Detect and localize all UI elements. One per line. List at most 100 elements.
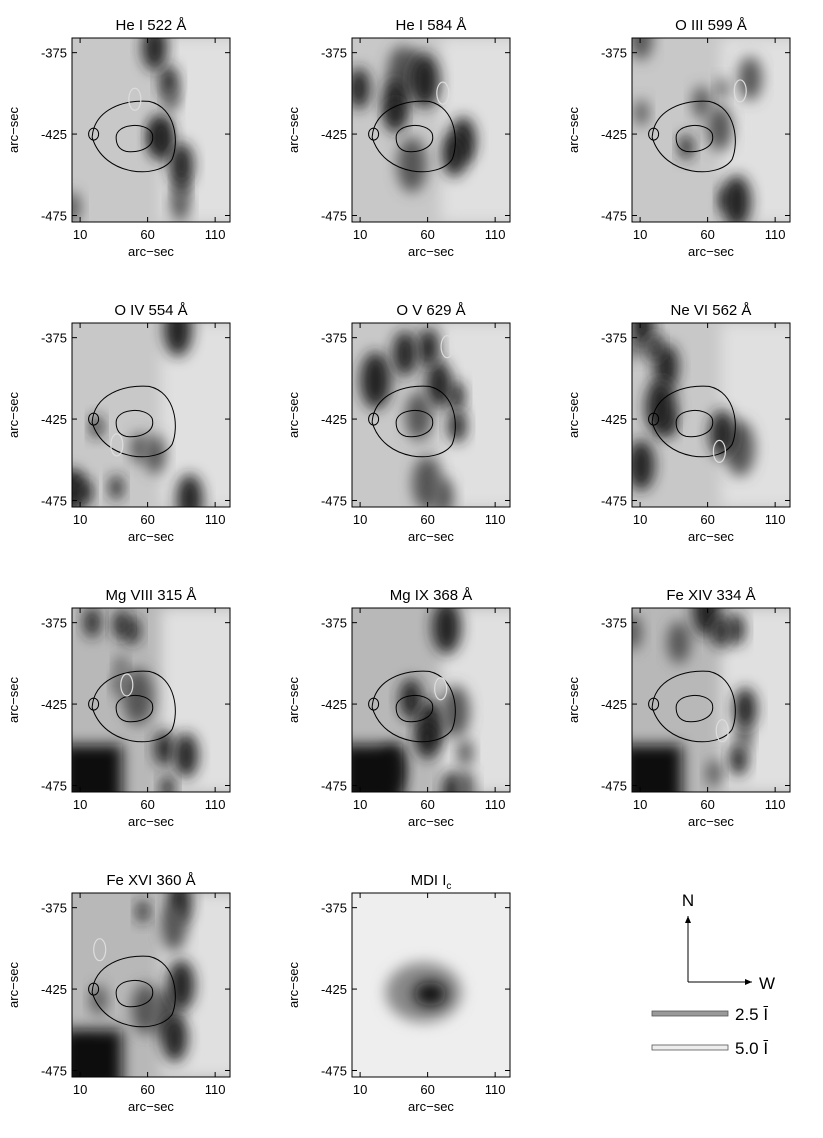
contour <box>715 719 729 743</box>
contour <box>88 697 100 711</box>
dark-feature <box>136 900 149 923</box>
panel: Mg VIII 315 Å 10 60 110 -375 -425 -475 arc−sec a… <box>6 587 231 829</box>
panel-title: He I 584 Å <box>396 17 467 34</box>
dark-feature <box>707 105 733 151</box>
dark-corner <box>632 744 682 792</box>
panel-title: O V 629 Å <box>396 302 465 319</box>
contour <box>115 695 154 723</box>
dark-feature <box>144 434 166 474</box>
y-tick-label: -375 <box>41 331 67 346</box>
x-tick-label: 10 <box>353 1082 367 1097</box>
contour <box>91 955 176 1028</box>
y-tick-label: -425 <box>41 982 67 997</box>
x-axis-label: arc−sec <box>128 244 174 259</box>
dark-feature <box>692 86 711 119</box>
dark-feature <box>647 333 663 362</box>
y-tick-label: -375 <box>321 901 347 916</box>
dark-feature <box>161 1014 188 1063</box>
x-tick-label: 60 <box>700 512 714 527</box>
x-axis-label: arc−sec <box>408 1099 454 1114</box>
panel-title-text: Fe XIV 334 Å <box>666 587 755 604</box>
contour <box>648 697 660 711</box>
panel-frame <box>351 37 511 223</box>
dark-feature <box>142 38 168 71</box>
dark-corner <box>352 744 402 792</box>
dark-feature <box>176 474 203 507</box>
dark-feature <box>426 361 452 409</box>
panel-title: MDI Ic <box>411 872 452 892</box>
panel: O III 599 Å 10 60 110 -375 -425 -475 arc−sec arc… <box>566 17 791 259</box>
panel-frame <box>351 322 511 508</box>
contour <box>371 100 456 173</box>
panel-title: O IV 554 Å <box>114 302 187 319</box>
contour <box>648 127 660 141</box>
panel: He I 584 Å 10 60 110 -375 -425 -475 arc−sec arc−… <box>286 17 511 259</box>
dark-feature <box>169 142 194 187</box>
y-tick-label: -425 <box>321 127 347 142</box>
contour <box>93 938 107 962</box>
contour <box>434 677 448 701</box>
y-tick-label: -475 <box>41 778 67 793</box>
x-tick-label: 10 <box>73 1082 87 1097</box>
x-tick-label: 110 <box>485 512 506 527</box>
panel-image <box>352 608 510 792</box>
x-tick-label: 60 <box>420 797 434 812</box>
legend-swatch <box>651 1044 729 1051</box>
x-tick-label: 60 <box>700 797 714 812</box>
panel-image <box>352 38 510 222</box>
dark-feature <box>448 409 467 443</box>
dark-feature <box>113 610 129 640</box>
x-tick-label: 10 <box>353 227 367 242</box>
dark-feature <box>667 621 691 664</box>
y-axis-label: arc−sec <box>6 677 21 723</box>
x-tick-label: 110 <box>765 512 786 527</box>
panel-frame <box>631 322 791 508</box>
legend-label: 5.0 Ī <box>735 1039 768 1058</box>
dark-feature <box>160 774 175 792</box>
dark-feature <box>679 134 694 161</box>
y-tick-label: -475 <box>321 208 347 223</box>
panel: Fe XVI 360 Å 10 60 110 -375 -425 -475 arc−sec ar… <box>6 872 231 1114</box>
panel: Ne VI 562 Å 10 60 110 -375 -425 -475 arc−sec arc… <box>566 302 791 544</box>
x-axis-label: arc−sec <box>408 814 454 829</box>
x-axis-label: arc−sec <box>688 244 734 259</box>
contour <box>368 127 380 141</box>
x-tick-label: 110 <box>485 227 506 242</box>
x-tick-label: 60 <box>140 227 154 242</box>
y-tick-label: -475 <box>601 493 627 508</box>
y-tick-label: -375 <box>41 616 67 631</box>
dark-feature <box>712 615 730 648</box>
contour <box>115 410 154 438</box>
dark-feature <box>410 54 440 108</box>
dark-corner <box>72 744 122 792</box>
x-tick-label: 60 <box>700 227 714 242</box>
y-tick-label: -475 <box>41 1063 67 1078</box>
dark-corner <box>72 1029 122 1077</box>
panel-image <box>72 608 230 792</box>
x-tick-label: 60 <box>420 1082 434 1097</box>
contour <box>110 433 124 457</box>
dark-feature <box>386 99 405 133</box>
bright-region <box>721 323 790 507</box>
y-axis-label: arc−sec <box>566 677 581 723</box>
legend-label: 2.5 Ī <box>735 1005 768 1024</box>
contour <box>91 100 176 173</box>
panel-title: Mg IX 368 Å <box>390 587 473 604</box>
y-tick-label: -475 <box>601 208 627 223</box>
x-tick-label: 10 <box>73 512 87 527</box>
contour <box>368 412 380 426</box>
dark-feature <box>392 331 418 377</box>
x-axis-label: arc−sec <box>688 814 734 829</box>
x-tick-label: 60 <box>420 227 434 242</box>
panel: O IV 554 Å 10 60 110 -375 -425 -475 arc−sec arc−… <box>6 302 231 544</box>
panel-frame <box>71 892 231 1078</box>
y-tick-label: -375 <box>601 46 627 61</box>
dark-feature <box>83 608 101 638</box>
dark-feature <box>417 328 439 368</box>
panel-image <box>632 38 790 222</box>
dark-feature <box>154 730 175 767</box>
dark-feature <box>709 410 735 458</box>
x-tick-label: 110 <box>485 1082 506 1097</box>
dark-feature <box>448 381 465 411</box>
y-tick-label: -375 <box>321 331 347 346</box>
